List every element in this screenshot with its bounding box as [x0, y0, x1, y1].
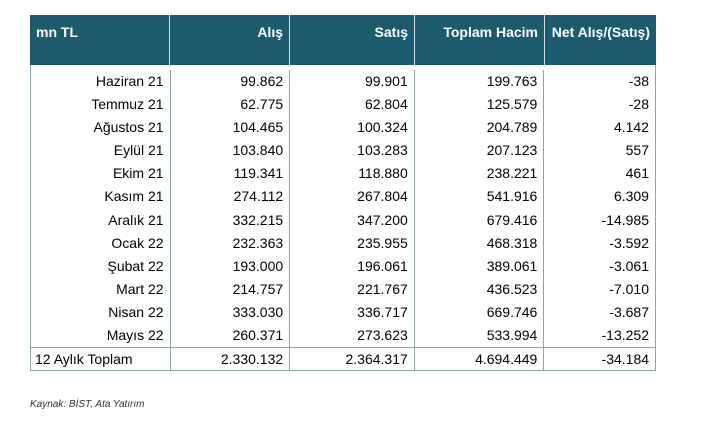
cell-buy: 103.840 — [171, 139, 291, 163]
cell-volume: 125.579 — [415, 93, 545, 117]
cell-buy: 214.757 — [171, 277, 291, 301]
header-buy: Alış — [170, 15, 290, 65]
cell-sell: 267.804 — [290, 185, 415, 209]
cell-volume: 204.789 — [415, 116, 545, 140]
cell-buy: 332.215 — [171, 208, 291, 232]
cell-sell: 221.767 — [290, 277, 415, 301]
cell-month: Mayıs 22 — [31, 324, 171, 348]
total-sell: 2.364.317 — [290, 348, 415, 371]
cell-buy: 119.341 — [171, 162, 291, 186]
header-total-volume: Toplam Hacim — [415, 15, 545, 65]
cell-volume: 679.416 — [415, 208, 545, 232]
table-body: Haziran 21 99.862 99.901 199.763 -38 Temmuz 2… — [30, 65, 656, 348]
total-net: -34.184 — [601, 351, 650, 368]
cell-month: Aralık 21 — [31, 208, 171, 232]
cell-sell: 235.955 — [290, 231, 415, 255]
cell-month: Mart 22 — [31, 277, 171, 301]
table-row: Ağustos 21 104.465 100.324 204.789 4.142 — [31, 116, 655, 140]
table-row: Kasım 21 274.112 267.804 541.916 6.309 — [31, 185, 655, 209]
cell-sell: 336.717 — [290, 300, 415, 325]
cell-net: -13.252 — [601, 327, 649, 344]
source-note: Kaynak: BİST, Ata Yatırım — [30, 399, 145, 410]
cell-buy: 333.030 — [171, 300, 291, 325]
cell-volume: 238.221 — [415, 162, 545, 186]
table-row: Mart 22 214.757 221.767 436.523 -7.010 — [31, 277, 655, 301]
cell-sell: 347.200 — [290, 208, 415, 232]
header-unit: mn TL — [30, 15, 170, 65]
table-row: Ocak 22 232.363 235.955 468.318 -3.592 — [31, 231, 655, 255]
cell-sell: 62.804 — [290, 93, 415, 117]
cell-volume: 541.916 — [415, 185, 545, 209]
total-row: 12 Aylık Toplam 2.330.132 2.364.317 4.69… — [30, 347, 656, 372]
cell-buy: 232.363 — [171, 231, 291, 255]
cell-volume: 207.123 — [415, 139, 545, 163]
cell-net: -3.592 — [609, 234, 649, 251]
table-row: Aralık 21 332.215 347.200 679.416 -14.985 — [31, 208, 655, 232]
cell-month: Şubat 22 — [31, 254, 171, 278]
cell-sell: 118.880 — [290, 162, 415, 186]
cell-sell: 103.283 — [290, 139, 415, 163]
cell-buy: 62.775 — [171, 93, 291, 117]
cell-volume: 389.061 — [415, 254, 545, 278]
cell-net: -28 — [628, 96, 649, 113]
cell-volume: 199.763 — [415, 70, 545, 94]
cell-buy: 260.371 — [171, 324, 291, 348]
cell-net: 4.142 — [613, 119, 649, 136]
total-buy: 2.330.132 — [171, 348, 291, 371]
total-label: 12 Aylık Toplam — [31, 348, 171, 371]
table-row: Ekim 21 119.341 118.880 238.221 461 — [31, 162, 655, 186]
cell-volume: 468.318 — [415, 231, 545, 255]
cell-buy: 99.862 — [171, 70, 291, 94]
cell-net: -7.010 — [609, 280, 649, 297]
total-volume: 4.694.449 — [415, 348, 545, 371]
cell-sell: 100.324 — [290, 116, 415, 140]
table-header: mn TL Alış Satış Toplam Hacim Net Alış/(… — [30, 15, 656, 65]
cell-net: -3.061 — [609, 257, 649, 274]
table-row: Şubat 22 193.000 196.061 389.061 -3.061 — [31, 254, 655, 278]
cell-month: Eylül 21 — [31, 139, 171, 163]
cell-volume: 533.994 — [415, 324, 545, 348]
cell-net: -14.985 — [601, 211, 649, 228]
cell-buy: 193.000 — [171, 254, 291, 278]
trading-volume-table: mn TL Alış Satış Toplam Hacim Net Alış/(… — [30, 15, 656, 372]
cell-sell: 273.623 — [290, 324, 415, 348]
cell-buy: 104.465 — [171, 116, 291, 140]
header-sell: Satış — [290, 15, 415, 65]
cell-net: 557 — [625, 142, 649, 159]
cell-volume: 669.746 — [415, 300, 545, 325]
table-row: Haziran 21 99.862 99.901 199.763 -38 — [31, 70, 655, 94]
table-row: Mayıs 22 260.371 273.623 533.994 -13.252 — [31, 324, 655, 348]
table-row: Temmuz 21 62.775 62.804 125.579 -28 — [31, 93, 655, 117]
cell-net: 461 — [625, 165, 649, 182]
cell-month: Ekim 21 — [31, 162, 171, 186]
cell-sell: 99.901 — [290, 70, 415, 94]
cell-sell: 196.061 — [290, 254, 415, 278]
cell-volume: 436.523 — [415, 277, 545, 301]
cell-month: Nisan 22 — [31, 300, 171, 325]
table-row: Nisan 22 333.030 336.717 669.746 -3.687 — [31, 300, 655, 325]
table-row: Eylül 21 103.840 103.283 207.123 557 — [31, 139, 655, 163]
cell-month: Haziran 21 — [31, 70, 171, 94]
cell-month: Kasım 21 — [31, 185, 171, 209]
cell-month: Ağustos 21 — [31, 116, 171, 140]
cell-month: Ocak 22 — [31, 231, 171, 255]
header-net: Net Alış/(Satış) — [551, 24, 650, 40]
cell-net: 6.309 — [613, 188, 649, 205]
cell-net: -38 — [628, 73, 649, 89]
cell-net: -3.687 — [609, 303, 649, 320]
cell-buy: 274.112 — [171, 185, 291, 209]
cell-month: Temmuz 21 — [31, 93, 171, 117]
